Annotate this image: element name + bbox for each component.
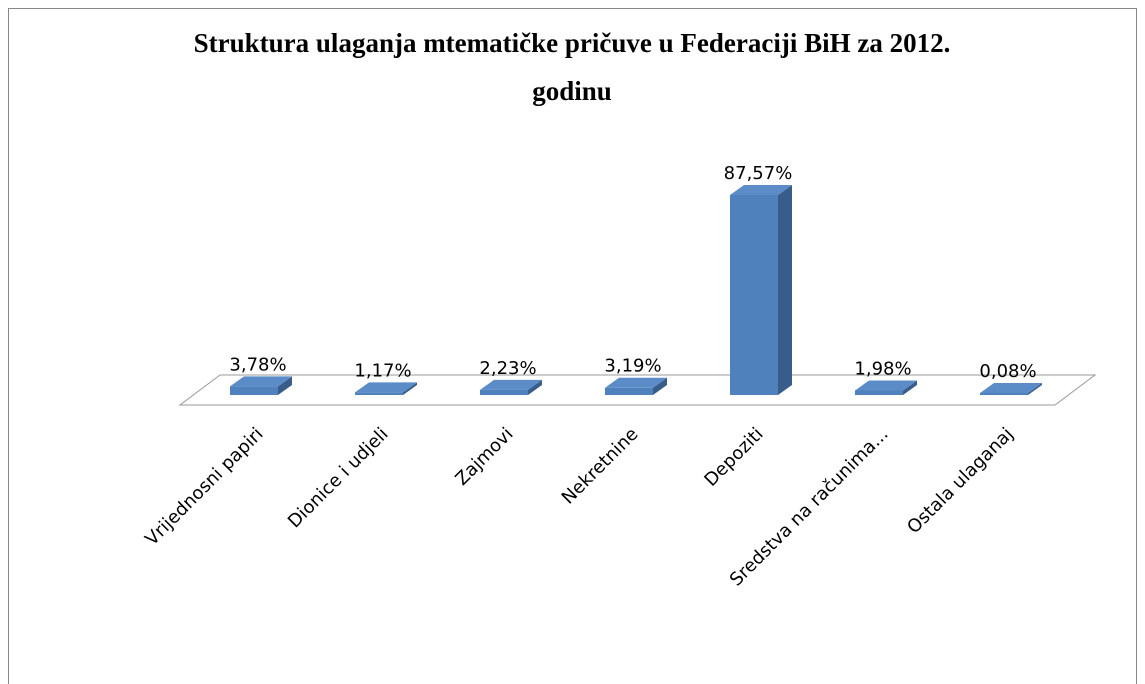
bar [855, 380, 917, 395]
bar [480, 379, 542, 395]
bar-top [230, 376, 292, 387]
bar-front [855, 390, 903, 395]
floor [178, 374, 1097, 406]
x-tick-label: Nekretnine [558, 424, 643, 509]
bar-side [278, 376, 292, 395]
bar-top [980, 383, 1042, 393]
bar-front [355, 392, 403, 395]
x-tick-label: Dionice i udjeli [284, 424, 393, 533]
bar-front [480, 389, 528, 395]
value-label: 1,98% [854, 358, 911, 379]
bar [355, 382, 417, 395]
value-label: 1,17% [354, 360, 411, 381]
bar-top [855, 380, 917, 391]
bar-side [403, 382, 417, 395]
x-tick-label: Ostala ulaganaj [903, 424, 1017, 538]
bar-front [230, 386, 278, 395]
bar-side [1028, 383, 1042, 395]
bar [730, 185, 792, 395]
bar-side [778, 185, 792, 395]
chart-frame [8, 8, 1137, 684]
x-tick-label: Zajmovi [451, 424, 517, 490]
bar-top [480, 379, 542, 390]
bar-side [528, 379, 542, 395]
x-tick-label: Depoziti [700, 424, 767, 491]
bar-front [730, 195, 778, 395]
bar-top [730, 185, 792, 195]
value-label: 0,08% [979, 361, 1036, 382]
bar [605, 377, 667, 395]
x-tick-label: Vrijednosni papiri [141, 424, 267, 550]
value-label: 3,19% [604, 356, 661, 377]
value-label: 3,78% [229, 354, 286, 375]
bar-front [605, 387, 653, 395]
value-label: 87,57% [724, 163, 793, 184]
chart-title: Struktura ulaganja mtematičke pričuve u … [194, 28, 951, 106]
bar-top [605, 377, 667, 388]
bar-front [980, 393, 1028, 395]
bar-top [355, 382, 417, 393]
bar-side [903, 380, 917, 395]
bar [230, 376, 292, 395]
value-label: 2,23% [479, 358, 536, 379]
bar-side [653, 377, 667, 395]
bar [980, 383, 1042, 395]
